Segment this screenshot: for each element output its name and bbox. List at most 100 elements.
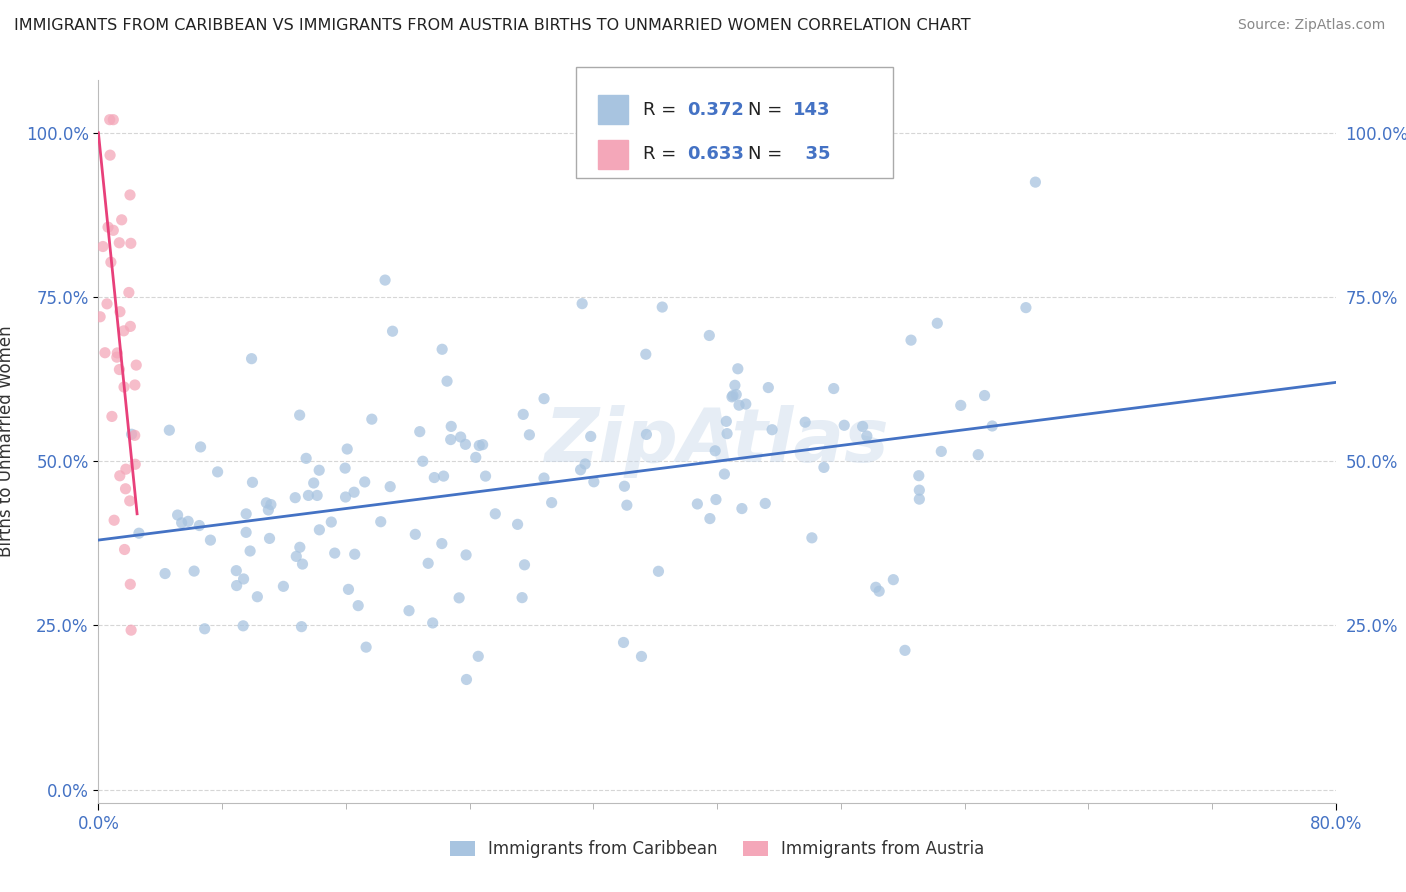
Point — [450, 430, 472, 444]
Point — [120, 319, 142, 334]
Point — [474, 469, 496, 483]
Point — [125, 358, 148, 372]
Point — [908, 483, 931, 497]
Point — [307, 488, 329, 502]
Point — [533, 392, 555, 406]
Point — [257, 503, 280, 517]
Point — [108, 235, 131, 250]
Point — [513, 558, 536, 572]
Text: ZipAtlas: ZipAtlas — [544, 405, 890, 478]
Point — [865, 580, 887, 594]
Point — [471, 437, 494, 451]
Point — [288, 541, 311, 555]
Point — [288, 408, 311, 422]
Point — [297, 488, 319, 502]
Point — [254, 496, 277, 510]
Point — [370, 515, 392, 529]
Point — [225, 564, 247, 578]
Point — [423, 470, 446, 484]
Point — [114, 542, 136, 557]
Point — [456, 673, 478, 687]
Point — [727, 361, 749, 376]
Point — [177, 514, 200, 528]
Point — [98, 112, 121, 127]
Point — [882, 573, 904, 587]
Point — [96, 297, 118, 311]
Point — [239, 544, 262, 558]
Point — [616, 498, 638, 512]
Point — [468, 438, 491, 452]
Point — [235, 525, 257, 540]
Text: 35: 35 — [793, 145, 831, 163]
Point — [613, 479, 636, 493]
Point — [704, 492, 727, 507]
Point — [273, 579, 295, 593]
Point — [128, 526, 150, 541]
Point — [967, 448, 990, 462]
Point — [183, 564, 205, 578]
Point — [430, 536, 453, 550]
Point — [467, 649, 489, 664]
Point — [630, 649, 652, 664]
Point — [105, 350, 128, 364]
Point — [800, 531, 823, 545]
Point — [381, 324, 404, 338]
Point — [512, 408, 534, 422]
Point — [651, 300, 673, 314]
Point — [118, 188, 141, 202]
Text: Source: ZipAtlas.com: Source: ZipAtlas.com — [1237, 18, 1385, 32]
Point — [120, 623, 142, 637]
Point — [430, 343, 453, 357]
Point — [343, 485, 366, 500]
Point — [118, 494, 141, 508]
Point — [699, 511, 721, 525]
Point — [259, 532, 281, 546]
Point — [103, 223, 125, 237]
Point — [704, 443, 727, 458]
Text: R =: R = — [643, 101, 682, 119]
Point — [108, 304, 131, 318]
Point — [412, 454, 434, 468]
Point — [89, 310, 111, 324]
Point — [321, 515, 343, 529]
Point — [852, 419, 875, 434]
Point — [336, 442, 359, 456]
Point — [721, 390, 744, 404]
Point — [432, 469, 454, 483]
Y-axis label: Births to Unmarried Women: Births to Unmarried Women — [0, 326, 14, 558]
Point — [284, 491, 307, 505]
Point — [721, 388, 744, 402]
Text: 143: 143 — [793, 101, 831, 119]
Point — [929, 444, 952, 458]
Point — [728, 398, 751, 412]
Point — [907, 468, 929, 483]
Point — [725, 387, 748, 401]
Point — [418, 557, 440, 571]
Point — [634, 347, 657, 361]
Point — [908, 492, 931, 507]
Point — [347, 599, 370, 613]
Point — [856, 429, 879, 443]
Point — [1015, 301, 1038, 315]
Point — [242, 475, 264, 490]
Point — [449, 591, 471, 605]
Text: R =: R = — [643, 145, 682, 163]
Point — [374, 273, 396, 287]
Text: N =: N = — [748, 145, 787, 163]
Point — [108, 362, 131, 376]
Point — [900, 333, 922, 347]
Point — [124, 428, 146, 442]
Point — [440, 433, 463, 447]
Point — [260, 498, 283, 512]
Point — [582, 475, 605, 489]
Point — [636, 427, 658, 442]
Point — [894, 643, 917, 657]
Point — [454, 437, 477, 451]
Point — [647, 564, 669, 578]
Point — [754, 496, 776, 510]
Point — [111, 212, 134, 227]
Point — [686, 497, 709, 511]
Point — [794, 415, 817, 429]
Point — [246, 590, 269, 604]
Legend: Immigrants from Caribbean, Immigrants from Austria: Immigrants from Caribbean, Immigrants fr… — [441, 832, 993, 867]
